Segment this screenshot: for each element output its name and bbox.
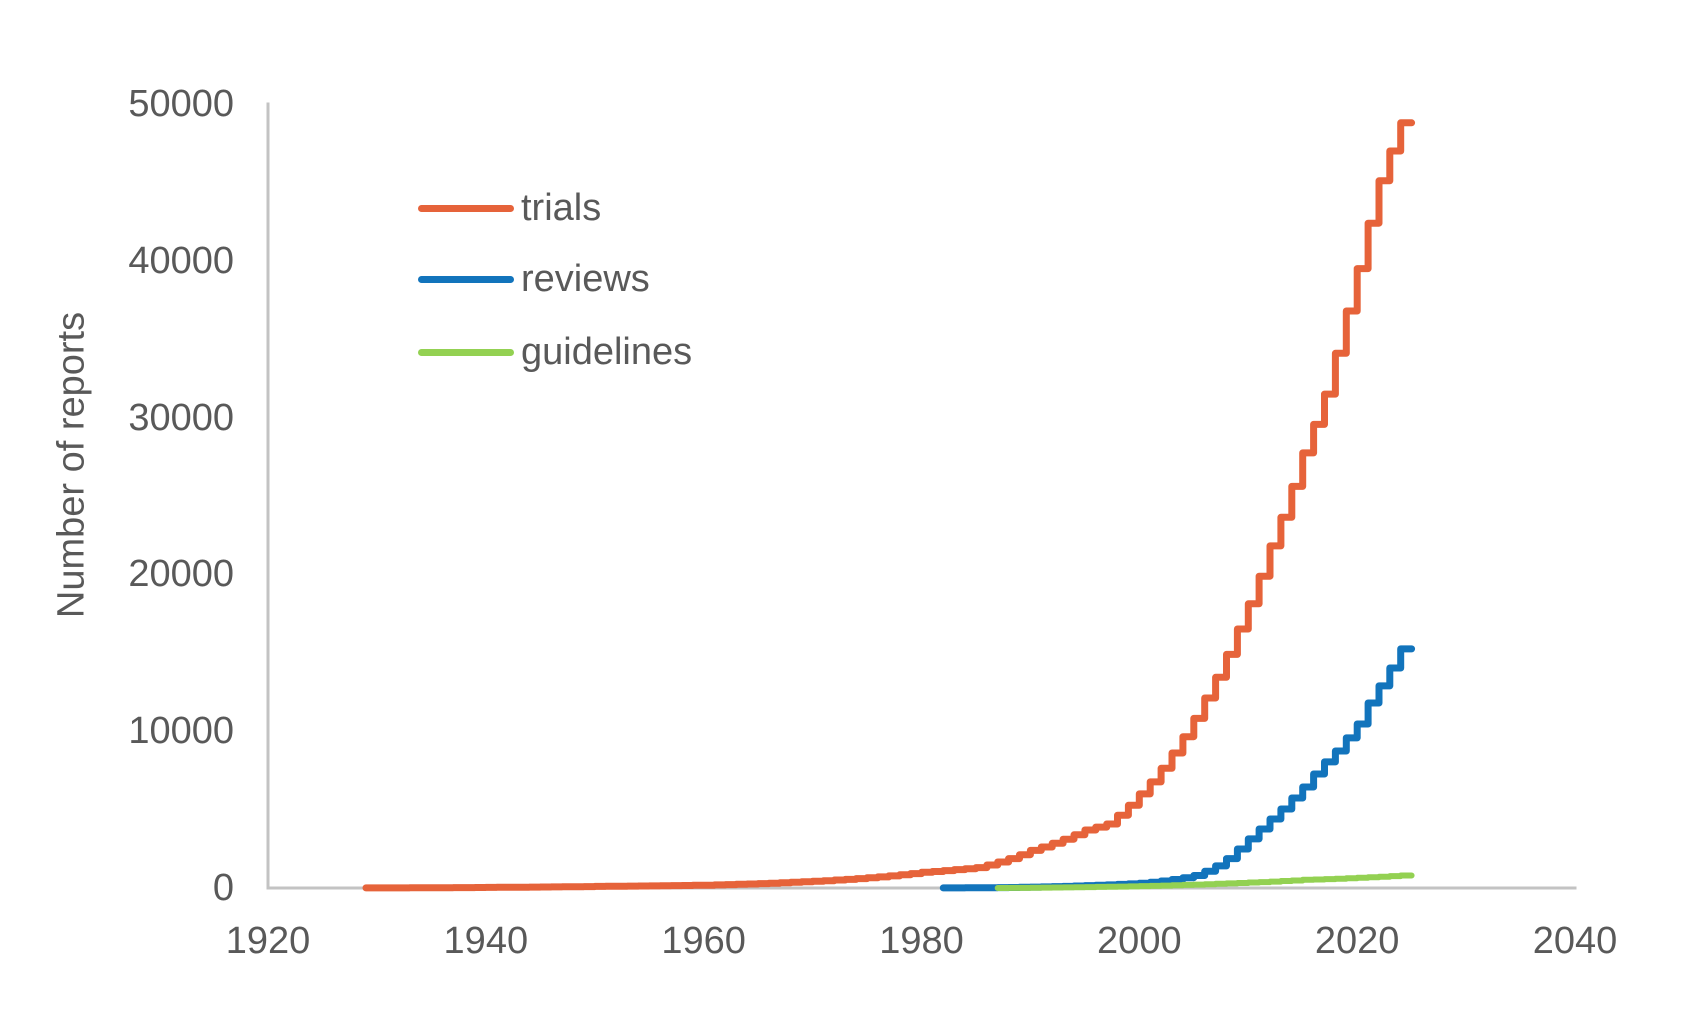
y-tick-label-30000: 30000 <box>128 396 234 439</box>
trials-series-line <box>362 119 1416 892</box>
x-tick-label-1920: 1920 <box>225 920 311 962</box>
y-tick-label-20000: 20000 <box>128 553 234 596</box>
guidelines-legend-swatch <box>418 348 514 356</box>
x-tick-label-2020: 2020 <box>1314 920 1400 962</box>
y-tick-label-0: 0 <box>212 867 234 909</box>
trials-legend-label: trials <box>521 187 602 229</box>
guidelines-series-line <box>994 872 1415 891</box>
x-tick-label-1940: 1940 <box>443 920 529 962</box>
y-tick-label-10000: 10000 <box>128 710 234 753</box>
legend-item-reviews: reviews <box>418 255 650 303</box>
guidelines-legend-label: guidelines <box>521 331 693 373</box>
reviews-legend-swatch <box>418 275 514 283</box>
y-tick-label-50000: 50000 <box>128 83 234 125</box>
reviews-series-line <box>939 645 1416 892</box>
legend-item-trials: trials <box>418 184 601 232</box>
x-tick-label-1960: 1960 <box>661 920 746 962</box>
x-tick-label-2000: 2000 <box>1097 920 1182 962</box>
x-tick-label-1980: 1980 <box>879 920 964 962</box>
y-tick-label-40000: 40000 <box>128 239 234 282</box>
legend-item-guidelines: guidelines <box>418 328 692 376</box>
x-tick-label-2040: 2040 <box>1532 920 1618 962</box>
reviews-legend-label: reviews <box>521 258 650 300</box>
trials-legend-swatch <box>418 204 514 212</box>
